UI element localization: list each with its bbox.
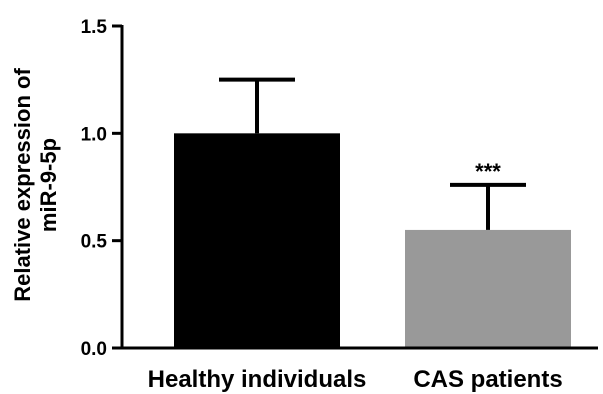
significance-label: *** [475,159,501,184]
bars: *** [174,77,571,348]
bar [405,229,571,348]
y-tick-label: 1.5 [81,17,108,38]
y-axis-ticks: 0.0 0.5 1.0 1.5 [81,17,122,360]
y-tick-label: 0.5 [81,232,108,253]
y-tick-label: 0.0 [81,339,107,360]
y-axis-label: Relative expression of miR-9-5p [10,68,61,302]
bar [174,133,340,348]
y-tick-label: 1.0 [81,124,107,145]
y-axis-label-line-1: Relative expression of [10,68,35,302]
x-axis-categories: Healthy individuals CAS patients [148,366,563,393]
x-category-label: Healthy individuals [148,366,367,393]
x-category-label: CAS patients [413,366,562,393]
y-axis-label-line-2: miR-9-5p [36,138,61,232]
